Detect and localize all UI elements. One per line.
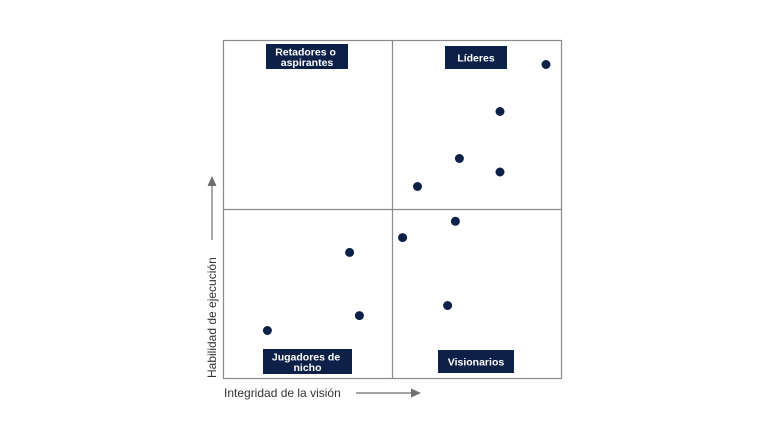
vendor-points: [262, 60, 551, 335]
label-niche-players: Jugadores de nicho: [263, 349, 352, 374]
label-niche-players-text: Jugadores de nicho: [272, 352, 343, 375]
vendor-point-9: [443, 301, 453, 310]
vendor-point-10: [354, 311, 364, 321]
label-visionaries: Visionarios: [438, 350, 514, 373]
x-axis-arrow-head: [411, 388, 421, 398]
x-axis-label: Integridad de la visión: [224, 386, 341, 400]
vendor-point-7: [398, 233, 408, 243]
vendor-point-1: [541, 60, 551, 69]
vendor-point-11: [262, 326, 272, 335]
label-visionaries-text: Visionarios: [448, 357, 505, 369]
vendor-point-2: [495, 107, 505, 116]
vendor-point-6: [450, 216, 460, 226]
label-leaders-text: Líderes: [457, 53, 495, 65]
vendor-point-8: [345, 247, 355, 257]
label-niche-players-line-1: Jugadores de: [272, 352, 340, 364]
label-visionaries-bg: [438, 350, 514, 373]
label-challengers-bg: [266, 44, 348, 69]
y-axis-label: Habilidad de ejecución: [205, 257, 219, 378]
label-leaders: Líderes: [445, 46, 507, 69]
label-leaders-bg: [445, 46, 507, 69]
vendor-point-5: [413, 182, 422, 191]
label-niche-players-line-2: nicho: [294, 362, 322, 374]
label-challengers: Retadores o aspirantes: [266, 44, 348, 69]
label-challengers-line-2: aspirantes: [281, 57, 334, 69]
vendor-point-3: [454, 154, 464, 163]
vendor-point-4: [495, 167, 505, 177]
label-niche-players-bg: [263, 349, 352, 374]
label-challengers-text: Retadores o aspirantes: [275, 47, 339, 70]
y-axis-arrow-head: [207, 176, 217, 186]
label-challengers-line-1: Retadores o: [275, 47, 336, 59]
